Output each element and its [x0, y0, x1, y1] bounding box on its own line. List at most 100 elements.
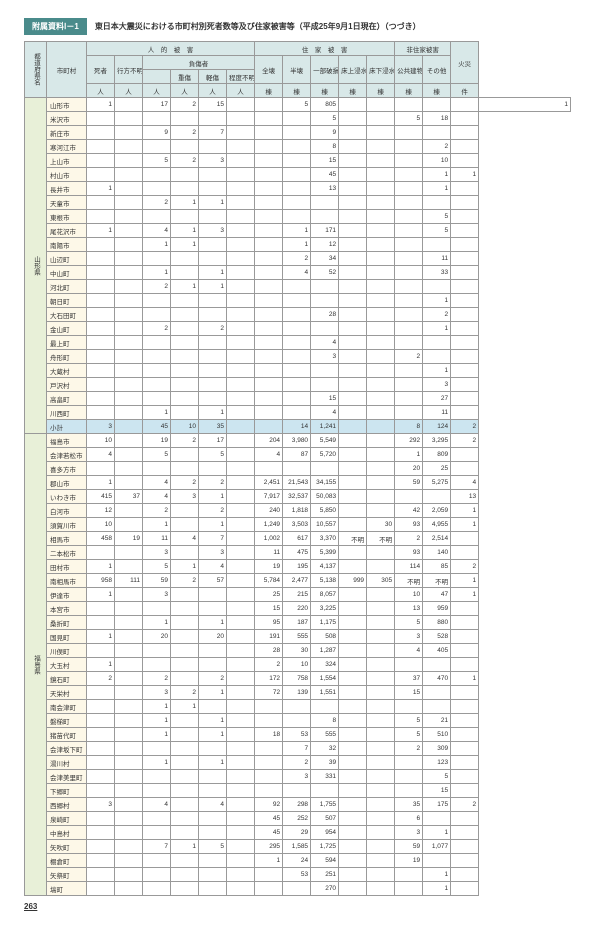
- table-row: 天童市211: [25, 196, 571, 210]
- table-row: 川西町11411: [25, 406, 571, 420]
- city-cell: 大玉村: [47, 658, 87, 672]
- city-cell: 伊達市: [47, 588, 87, 602]
- table-row: 猪苗代町1118535555510: [25, 728, 571, 742]
- table-row: 矢祭町532511: [25, 868, 571, 882]
- city-cell: 須賀川市: [47, 518, 87, 532]
- table-row: 尾花沢市141311715: [25, 224, 571, 238]
- table-row: 上山市5231510: [25, 154, 571, 168]
- city-cell: 喜多方市: [47, 462, 87, 476]
- table-row: 会津坂下町7322309: [25, 742, 571, 756]
- section-badge: 附属資料Ⅰ－1: [24, 18, 87, 35]
- table-row: 下郷町15: [25, 784, 571, 798]
- city-cell: 南会津町: [47, 700, 87, 714]
- city-cell: 南陽市: [47, 238, 87, 252]
- damage-table: 都道府県名市町村人 的 被 害住 家 被 害非住家被害火災死者行方不明負傷者全壊…: [24, 41, 571, 896]
- table-row: 山形県山形市11721558051: [25, 98, 571, 112]
- city-cell: 山辺町: [47, 252, 87, 266]
- city-cell: 会津美里町: [47, 770, 87, 784]
- table-row: 朝日町1: [25, 294, 571, 308]
- table-row: 須賀川市10111,2493,50310,55730934,9551: [25, 518, 571, 532]
- table-row: 塙町2701: [25, 882, 571, 896]
- table-row: 二本松市33114755,39993140: [25, 546, 571, 560]
- table-row: 最上町4: [25, 336, 571, 350]
- table-row: 会津若松市4554875,7201809: [25, 448, 571, 462]
- city-cell: 湯川村: [47, 756, 87, 770]
- page-number: 263: [24, 902, 571, 911]
- city-cell: 下郷町: [47, 784, 87, 798]
- city-cell: 国見町: [47, 630, 87, 644]
- table-row: 相馬市4581911471,0026173,370不明不明22,514: [25, 532, 571, 546]
- city-cell: 朝日町: [47, 294, 87, 308]
- prefecture-cell: 山形県: [25, 98, 47, 434]
- city-cell: 川俣町: [47, 644, 87, 658]
- table-row: 中山町1145233: [25, 266, 571, 280]
- table-row: 喜多方市2025: [25, 462, 571, 476]
- table-row: 長井市1131: [25, 182, 571, 196]
- city-cell: 塙町: [47, 882, 87, 896]
- table-row: 寒河江市82: [25, 140, 571, 154]
- table-row: 田村市1514191954,137114852: [25, 560, 571, 574]
- city-cell: 桑折町: [47, 616, 87, 630]
- city-cell: 田村市: [47, 560, 87, 574]
- table-row: 大石田町282: [25, 308, 571, 322]
- table-row: 南会津町11: [25, 700, 571, 714]
- table-row: 舟形町32: [25, 350, 571, 364]
- city-cell: 天童市: [47, 196, 87, 210]
- table-row: 西郷村344922981,755351752: [25, 798, 571, 812]
- city-cell: 上山市: [47, 154, 87, 168]
- table-row: 湯川村11239123: [25, 756, 571, 770]
- city-cell: 相馬市: [47, 532, 87, 546]
- table-row: 本宮市152203,22513959: [25, 602, 571, 616]
- city-cell: 米沢市: [47, 112, 87, 126]
- table-row: 大玉村1210324: [25, 658, 571, 672]
- table-row: 棚倉町12459419: [25, 854, 571, 868]
- page-title: 東日本大震災における市町村別死者数等及び住家被害等（平成25年9月1日現在）（つ…: [95, 21, 421, 32]
- table-row: 白河市12222401,8185,850422,0591: [25, 504, 571, 518]
- city-cell: 会津坂下町: [47, 742, 87, 756]
- table-row: いわき市415374317,91732,53750,08313: [25, 490, 571, 504]
- city-cell: 高畠町: [47, 392, 87, 406]
- city-cell: 大石田町: [47, 308, 87, 322]
- city-cell: 猪苗代町: [47, 728, 87, 742]
- table-row: 鏡石町2221727581,554374701: [25, 672, 571, 686]
- table-row: 戸沢村3: [25, 378, 571, 392]
- city-cell: 小計: [47, 420, 87, 434]
- data-table-container: 都道府県名市町村人 的 被 害住 家 被 害非住家被害火災死者行方不明負傷者全壊…: [24, 41, 571, 896]
- table-row: 中島村452995431: [25, 826, 571, 840]
- city-cell: 中山町: [47, 266, 87, 280]
- table-row: 国見町120201915555083528: [25, 630, 571, 644]
- city-cell: 尾花沢市: [47, 224, 87, 238]
- city-cell: 新庄市: [47, 126, 87, 140]
- city-cell: 長井市: [47, 182, 87, 196]
- table-row: 小計3451035141,24181242: [25, 420, 571, 434]
- city-cell: 村山市: [47, 168, 87, 182]
- city-cell: いわき市: [47, 490, 87, 504]
- city-cell: 二本松市: [47, 546, 87, 560]
- city-cell: 中島村: [47, 826, 87, 840]
- city-cell: 舟形町: [47, 350, 87, 364]
- table-row: 磐梯町118521: [25, 714, 571, 728]
- table-row: 米沢市5518: [25, 112, 571, 126]
- city-cell: 鏡石町: [47, 672, 87, 686]
- city-cell: 金山町: [47, 322, 87, 336]
- prefecture-cell: 福島県: [25, 434, 47, 896]
- city-cell: 白河市: [47, 504, 87, 518]
- table-row: 山辺町23411: [25, 252, 571, 266]
- city-cell: 東根市: [47, 210, 87, 224]
- city-cell: 南相馬市: [47, 574, 87, 588]
- city-cell: 最上町: [47, 336, 87, 350]
- city-cell: 大蔵村: [47, 364, 87, 378]
- table-row: 村山市4511: [25, 168, 571, 182]
- city-cell: 郡山市: [47, 476, 87, 490]
- table-row: 大蔵村1: [25, 364, 571, 378]
- table-row: 南相馬市958111592575,7842,4775,138999305不明不明…: [25, 574, 571, 588]
- table-row: 福島県福島市10192172043,9805,5492923,2952: [25, 434, 571, 448]
- city-cell: 西郷村: [47, 798, 87, 812]
- table-row: 川俣町28301,2874405: [25, 644, 571, 658]
- city-cell: 天栄村: [47, 686, 87, 700]
- city-cell: 山形市: [47, 98, 87, 112]
- city-cell: 河北町: [47, 280, 87, 294]
- city-cell: 戸沢村: [47, 378, 87, 392]
- table-row: 河北町211: [25, 280, 571, 294]
- city-cell: 寒河江市: [47, 140, 87, 154]
